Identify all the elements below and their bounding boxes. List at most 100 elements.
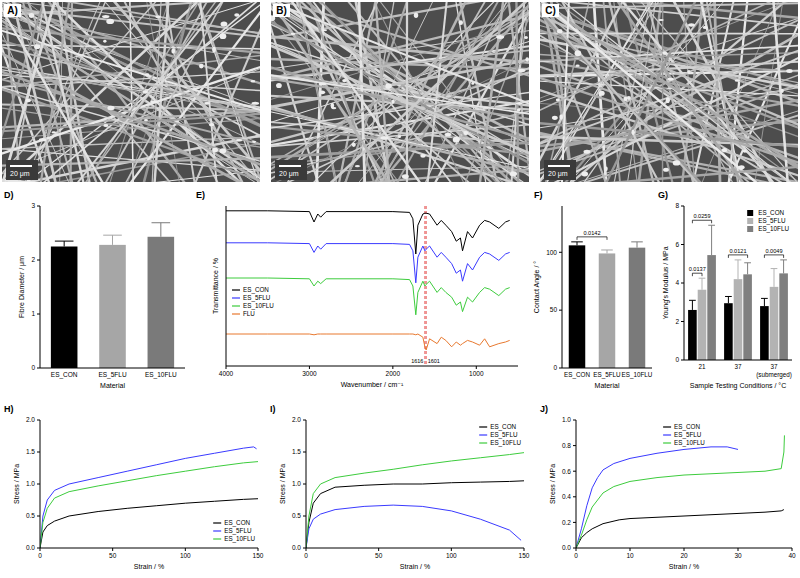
bead (380, 136, 388, 140)
y-tick-label: 2.0 (26, 416, 35, 423)
x-axis-line (40, 368, 185, 369)
bar (51, 247, 78, 369)
x-tick-label: 1000 (469, 370, 484, 377)
bead (518, 69, 526, 72)
error-bar (55, 241, 74, 246)
bead (352, 143, 356, 147)
panel-letter: G) (658, 190, 668, 200)
fibre (540, 122, 798, 147)
error-cap (735, 259, 742, 260)
bead (252, 141, 256, 143)
y-tick-label: 1.0 (562, 416, 571, 423)
y-tick (37, 368, 40, 369)
fibre (406, 2, 408, 182)
bead (459, 20, 463, 25)
series-line (306, 505, 521, 548)
bead (463, 131, 468, 135)
y-tick (573, 522, 576, 523)
error-cap (631, 241, 643, 242)
legend-swatch (747, 218, 753, 224)
figure: A)20 μmB)20 μmC)20 μmD)ES_CONES_5FLUES_1… (0, 0, 800, 578)
scale-label: 20 μm (10, 170, 30, 178)
scale-bar (10, 165, 32, 167)
fibre (70, 2, 230, 182)
fibre (271, 74, 529, 115)
series-line (306, 481, 524, 548)
bar (724, 303, 733, 360)
x-tick-label: 0 (574, 552, 578, 559)
bead (39, 138, 46, 141)
bar (698, 290, 707, 360)
fibre (2, 179, 260, 182)
y-tick (573, 420, 576, 421)
bracket-line (692, 220, 711, 223)
y-tick (303, 452, 306, 453)
fibre (2, 2, 108, 182)
x-axis-title: Wavenumber / cm⁻¹ (341, 381, 404, 388)
legend-label: ES_5FLU (674, 431, 702, 439)
y-tick-label: 8 (675, 202, 679, 209)
error-stem (64, 241, 65, 246)
legend-label: ES_10FLU (490, 439, 521, 447)
fibre (662, 2, 664, 182)
x-tick-label: 100 (180, 552, 191, 559)
x-tick-label: 30 (734, 552, 742, 559)
series-line (576, 447, 738, 548)
error-cap (725, 296, 732, 297)
fibre (540, 166, 798, 182)
y-tick-label: 6 (675, 241, 679, 248)
y-tick-label: 1.0 (26, 480, 35, 487)
bracket-line (728, 255, 747, 258)
x-tick-label: 4000 (219, 370, 234, 377)
legend-swatch (663, 434, 671, 435)
y-tick-label: 0.6 (562, 468, 571, 475)
legend-swatch (747, 226, 753, 232)
x-tick-label: ES_5FLU (98, 371, 126, 379)
series-line (40, 499, 258, 548)
error-cap (601, 249, 613, 250)
bead (556, 99, 560, 102)
bead (234, 13, 239, 16)
panel-letter: E) (196, 190, 205, 200)
bead (604, 166, 607, 171)
error-cap (55, 241, 74, 242)
bead (143, 90, 148, 93)
lines (226, 211, 510, 350)
y-tick (37, 452, 40, 453)
bead (420, 154, 425, 158)
fibre (540, 2, 768, 182)
y-axis-title: Stress / MPa (549, 464, 556, 504)
bead (516, 102, 522, 104)
error-cap (708, 225, 715, 226)
scale-bar (279, 165, 301, 167)
x-tick (258, 548, 259, 551)
error-stem (692, 300, 693, 310)
fibre (271, 49, 529, 79)
x-tick-label: 37(submerged) (756, 363, 792, 379)
fibre (540, 26, 798, 131)
fibre (2, 2, 47, 182)
bead (557, 29, 562, 33)
sem-image (271, 2, 529, 182)
bead (221, 21, 228, 26)
error-cap (103, 235, 122, 236)
p-value: 0.0049 (765, 248, 782, 254)
bead (524, 36, 528, 39)
bead (385, 83, 391, 88)
x-axis-title: Material (100, 382, 125, 389)
y-tick-label: 0.0 (26, 544, 35, 551)
series-line (226, 243, 510, 283)
significance-bracket (764, 255, 783, 258)
error-bar (152, 223, 171, 237)
y-tick-label: 0.5 (292, 512, 301, 519)
error-stem (112, 235, 113, 245)
fibre (540, 16, 798, 148)
fibre (479, 2, 505, 182)
bead (576, 64, 580, 66)
x-tick-label: 150 (253, 552, 264, 559)
bead (673, 160, 680, 165)
y-tick-label: 2 (675, 318, 679, 325)
y-tick-label: 0.8 (562, 442, 571, 449)
bead (106, 19, 114, 24)
bead (781, 89, 784, 93)
